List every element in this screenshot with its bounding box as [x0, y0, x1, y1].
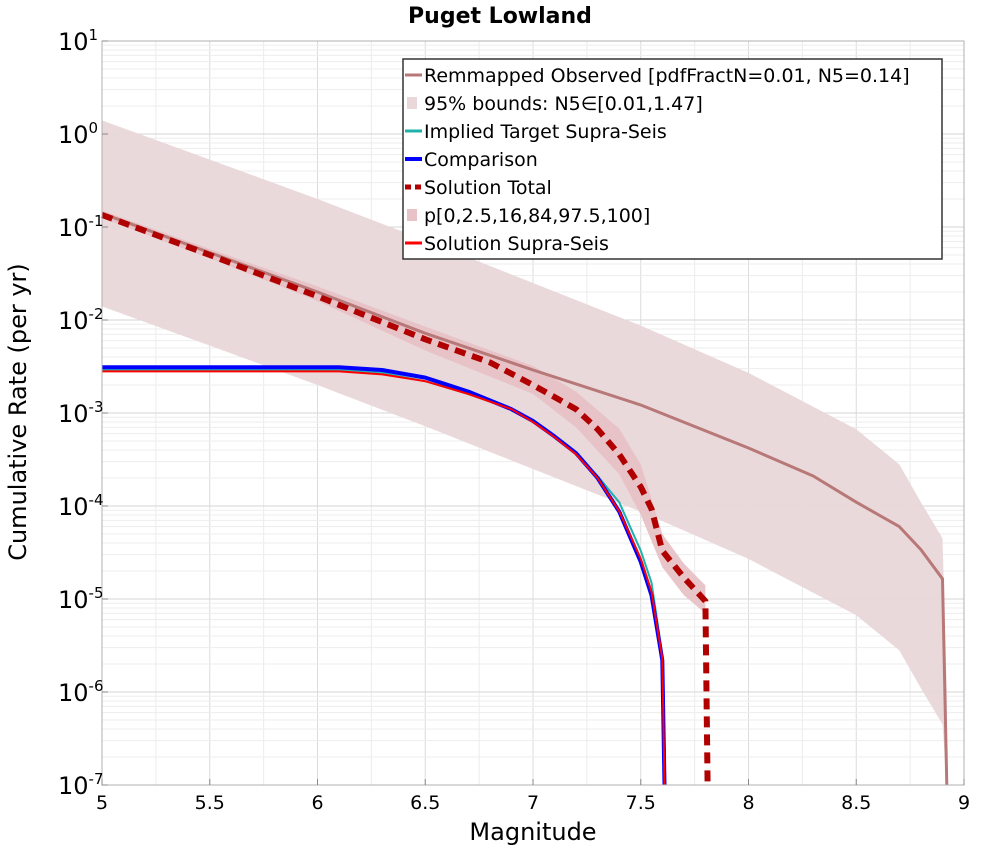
x-tick-label: 6.5 — [410, 792, 440, 814]
legend-label: Remmapped Observed [pdfFractN=0.01, N5=0… — [424, 65, 910, 87]
legend-label: 95% bounds: N5∈[0.01,1.47] — [424, 93, 703, 115]
legend-swatch — [407, 97, 417, 109]
y-tick-label: 10-4 — [58, 491, 104, 521]
legend-label: p[0,2.5,16,84,97.5,100] — [424, 205, 650, 227]
y-axis-ticks: 10-7 10-6 10-5 10-4 10-3 10-2 10-1 100 101 — [58, 26, 108, 800]
legend-label: Solution Supra-Seis — [424, 233, 609, 255]
x-tick-label: 6 — [311, 792, 323, 814]
x-axis-ticks: 5 5.5 6 6.5 7 7.5 8 8.5 9 — [96, 779, 970, 814]
legend-swatch — [407, 209, 417, 221]
series-line — [102, 370, 666, 786]
y-tick-label: 10-2 — [58, 305, 104, 335]
series-line — [101, 211, 949, 786]
legend-label: Solution Total — [424, 177, 552, 199]
x-tick-label: 8 — [742, 792, 754, 814]
legend-items: Remmapped Observed [pdfFractN=0.01, N5=0… — [405, 65, 910, 255]
confidence-bands — [102, 120, 947, 785]
x-tick-label: 7.5 — [626, 792, 656, 814]
y-tick-label: 10-7 — [58, 770, 104, 800]
legend-box — [402, 58, 943, 260]
x-axis-label: Magnitude — [469, 818, 596, 846]
chart-title: Puget Lowland — [408, 4, 592, 29]
y-tick-label: 10-3 — [58, 398, 104, 428]
y-tick-label: 100 — [58, 119, 98, 149]
y-tick-label: 10-5 — [58, 584, 104, 614]
x-tick-label: 5.5 — [195, 792, 225, 814]
y-axis-label: Cumulative Rate (per yr) — [4, 263, 32, 561]
x-tick-label: 8.5 — [841, 792, 871, 814]
x-tick-label: 5 — [96, 792, 108, 814]
legend-label: Implied Target Supra-Seis — [424, 121, 667, 143]
y-tick-label: 101 — [58, 26, 98, 56]
legend-label: Comparison — [424, 149, 538, 171]
y-tick-label: 10-6 — [58, 677, 104, 707]
series-lines — [100, 211, 949, 786]
legend: Remmapped Observed [pdfFractN=0.01, N5=0… — [402, 58, 943, 260]
x-tick-label: 9 — [958, 792, 970, 814]
confidence-band — [102, 210, 706, 614]
x-tick-label: 7 — [527, 792, 539, 814]
series-line — [100, 212, 711, 786]
y-tick-label: 10-1 — [58, 212, 104, 242]
